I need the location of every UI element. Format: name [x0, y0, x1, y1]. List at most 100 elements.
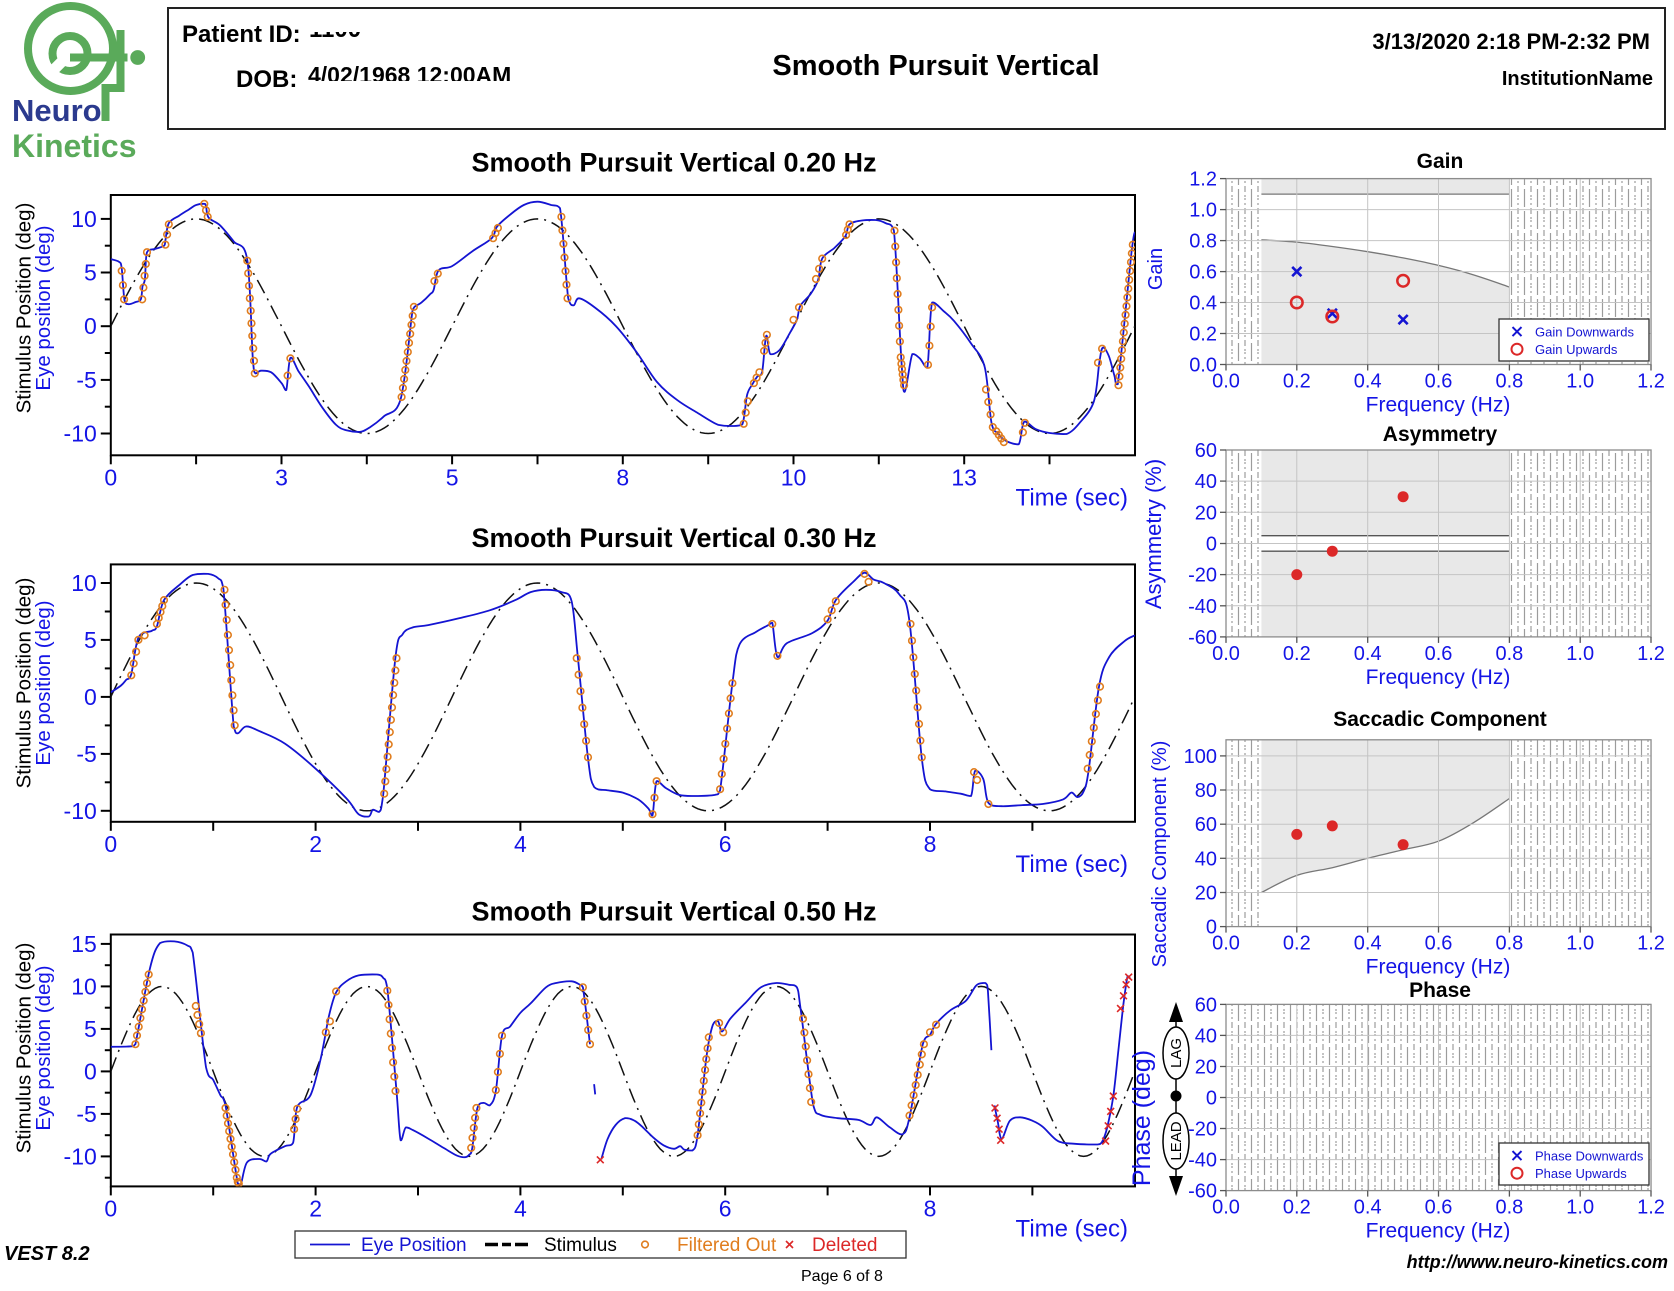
svg-text:0.0: 0.0: [1212, 371, 1240, 393]
svg-text:4: 4: [514, 831, 527, 857]
svg-text:1.2: 1.2: [1637, 643, 1665, 665]
svg-text:10: 10: [781, 464, 807, 490]
svg-text:10: 10: [71, 206, 97, 232]
svg-text:Time (sec): Time (sec): [1016, 1215, 1128, 1242]
svg-text:LEAD: LEAD: [1168, 1121, 1185, 1160]
svg-text:Eye position (deg): Eye position (deg): [32, 965, 55, 1130]
svg-text:Phase (deg): Phase (deg): [1128, 1050, 1156, 1186]
svg-text:-5: -5: [76, 367, 96, 393]
svg-text:0: 0: [104, 1195, 117, 1221]
svg-text:-10: -10: [64, 421, 97, 447]
svg-text:Saccadic Component (%): Saccadic Component (%): [1149, 741, 1171, 968]
svg-text:3: 3: [275, 464, 288, 490]
svg-text:0: 0: [1206, 917, 1217, 939]
svg-text:0.2: 0.2: [1189, 324, 1217, 346]
svg-text:Time (sec): Time (sec): [1016, 484, 1128, 511]
svg-text:6: 6: [719, 1195, 732, 1221]
svg-text:Asymmetry: Asymmetry: [1383, 423, 1498, 446]
svg-text:Smooth Pursuit Vertical 0.50 H: Smooth Pursuit Vertical 0.50 Hz: [471, 897, 876, 927]
svg-text:-10: -10: [64, 798, 97, 824]
svg-text:2: 2: [309, 831, 322, 857]
svg-text:Stimulus Position (deg): Stimulus Position (deg): [13, 943, 36, 1154]
svg-text:Kinetics: Kinetics: [12, 128, 136, 164]
svg-text:Stimulus: Stimulus: [544, 1235, 617, 1256]
svg-text:-5: -5: [76, 1101, 96, 1127]
svg-text:20: 20: [1195, 1057, 1217, 1079]
svg-text:Eye position (deg): Eye position (deg): [32, 225, 55, 390]
svg-text:0.0: 0.0: [1212, 933, 1240, 955]
svg-text:40: 40: [1195, 1025, 1217, 1047]
svg-text:8: 8: [616, 464, 629, 490]
svg-text:0.4: 0.4: [1189, 293, 1217, 315]
svg-text:0: 0: [84, 313, 97, 339]
svg-text:0: 0: [84, 684, 97, 710]
svg-text:1.0: 1.0: [1189, 200, 1217, 222]
svg-text:Phase Downwards: Phase Downwards: [1535, 1149, 1644, 1164]
svg-text:Gain Downwards: Gain Downwards: [1535, 325, 1634, 340]
svg-text:0: 0: [104, 464, 117, 490]
svg-text:-60: -60: [1188, 627, 1217, 649]
svg-text:8: 8: [924, 831, 937, 857]
svg-text:60: 60: [1195, 440, 1217, 462]
svg-text:0.6: 0.6: [1425, 371, 1453, 393]
svg-text:0.2: 0.2: [1283, 643, 1311, 665]
svg-text:0.8: 0.8: [1495, 643, 1523, 665]
svg-text:40: 40: [1195, 471, 1217, 493]
svg-text:1.2: 1.2: [1637, 371, 1665, 393]
svg-text:100: 100: [1184, 746, 1217, 768]
svg-text:-5: -5: [76, 741, 96, 767]
svg-text:0.6: 0.6: [1189, 262, 1217, 284]
svg-text:Time (sec): Time (sec): [1016, 851, 1128, 878]
svg-text:1.2: 1.2: [1637, 933, 1665, 955]
svg-text:0.6: 0.6: [1425, 1197, 1453, 1219]
svg-text:Frequency (Hz): Frequency (Hz): [1366, 1220, 1511, 1243]
svg-text:60: 60: [1195, 814, 1217, 836]
svg-text:13: 13: [951, 464, 977, 490]
svg-text:-40: -40: [1188, 1150, 1217, 1172]
svg-text:Asymmetry (%): Asymmetry (%): [1141, 459, 1166, 609]
svg-text:-20: -20: [1188, 1119, 1217, 1141]
svg-text:0.4: 0.4: [1354, 933, 1382, 955]
svg-text:-10: -10: [64, 1143, 97, 1169]
svg-text:60: 60: [1195, 994, 1217, 1016]
svg-text:0.8: 0.8: [1495, 1197, 1523, 1219]
svg-text:40: 40: [1195, 848, 1217, 870]
svg-text:0: 0: [1206, 1088, 1217, 1110]
svg-text:0.8: 0.8: [1495, 371, 1523, 393]
svg-text:4: 4: [514, 1195, 527, 1221]
svg-text:1.0: 1.0: [1566, 643, 1594, 665]
svg-text:0.2: 0.2: [1283, 371, 1311, 393]
svg-text:0.6: 0.6: [1425, 933, 1453, 955]
svg-text:5: 5: [84, 627, 97, 653]
svg-text:Phase: Phase: [1409, 979, 1471, 1002]
svg-text:Phase Upwards: Phase Upwards: [1535, 1166, 1627, 1181]
svg-text:0.4: 0.4: [1354, 1197, 1382, 1219]
svg-text:LAG: LAG: [1168, 1038, 1185, 1068]
svg-text:0.8: 0.8: [1495, 933, 1523, 955]
svg-text:0.4: 0.4: [1354, 643, 1382, 665]
svg-text:20: 20: [1195, 502, 1217, 524]
svg-text:Eye position (deg): Eye position (deg): [32, 600, 55, 765]
svg-text:0.6: 0.6: [1425, 643, 1453, 665]
svg-text:0.0: 0.0: [1212, 1197, 1240, 1219]
svg-text:10: 10: [71, 973, 97, 999]
svg-text:5: 5: [446, 464, 459, 490]
svg-text:80: 80: [1195, 780, 1217, 802]
svg-text:0.0: 0.0: [1212, 643, 1240, 665]
svg-text:Smooth Pursuit Vertical 0.30 H: Smooth Pursuit Vertical 0.30 Hz: [471, 523, 876, 553]
svg-text:-20: -20: [1188, 565, 1217, 587]
svg-text:0: 0: [1206, 534, 1217, 556]
svg-text:Neuro: Neuro: [12, 93, 102, 128]
svg-text:Frequency (Hz): Frequency (Hz): [1366, 666, 1511, 689]
svg-text:15: 15: [71, 931, 97, 957]
svg-text:0.8: 0.8: [1189, 231, 1217, 253]
svg-text:Gain Upwards: Gain Upwards: [1535, 342, 1618, 357]
svg-text:Frequency (Hz): Frequency (Hz): [1366, 956, 1511, 979]
svg-text:1.0: 1.0: [1566, 933, 1594, 955]
svg-text:0.4: 0.4: [1354, 371, 1382, 393]
svg-text:-60: -60: [1188, 1181, 1217, 1203]
svg-text:Eye Position: Eye Position: [361, 1235, 467, 1256]
svg-text:Gain: Gain: [1417, 150, 1464, 173]
svg-text:1.2: 1.2: [1637, 1197, 1665, 1219]
svg-text:5: 5: [84, 1016, 97, 1042]
